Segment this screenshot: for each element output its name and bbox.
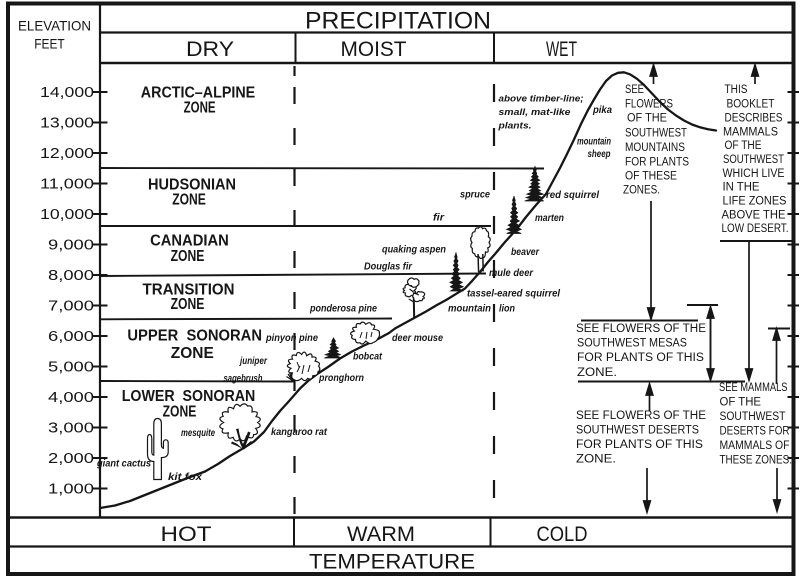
svg-text:SOUTHWEST MESAS: SOUTHWEST MESAS xyxy=(577,338,687,350)
svg-text:10,000: 10,000 xyxy=(40,207,94,223)
svg-text:DRY: DRY xyxy=(186,38,234,61)
svg-text:FOR PLANTS OF THIS: FOR PLANTS OF THIS xyxy=(577,352,704,364)
svg-text:fir: fir xyxy=(433,213,445,224)
svg-text:LIFE ZONES: LIFE ZONES xyxy=(723,196,787,208)
svg-text:MOUNTAINS: MOUNTAINS xyxy=(625,142,685,154)
svg-text:beaver: beaver xyxy=(511,247,540,258)
svg-text:OF THE: OF THE xyxy=(627,113,667,125)
svg-text:SEE: SEE xyxy=(625,84,644,96)
svg-text:UPPER SONORAN: UPPER SONORAN xyxy=(127,328,262,345)
svg-text:giant cactus: giant cactus xyxy=(96,459,151,470)
svg-text:sheep: sheep xyxy=(588,149,611,160)
svg-text:ZONE: ZONE xyxy=(171,296,205,313)
svg-text:4,000: 4,000 xyxy=(48,390,94,406)
svg-text:MAMMALS: MAMMALS xyxy=(723,127,778,139)
svg-text:WHICH LIVE: WHICH LIVE xyxy=(723,168,785,180)
svg-text:kit fox: kit fox xyxy=(168,472,203,483)
svg-text:7,000: 7,000 xyxy=(48,299,94,315)
svg-text:8,000: 8,000 xyxy=(48,268,94,284)
svg-text:ZONE: ZONE xyxy=(172,191,206,208)
svg-text:SEE FLOWERS OF THE: SEE FLOWERS OF THE xyxy=(576,410,706,422)
svg-text:TEMPERATURE: TEMPERATURE xyxy=(309,550,475,574)
svg-text:pronghorn: pronghorn xyxy=(318,373,364,384)
svg-text:MAMMALS OF: MAMMALS OF xyxy=(720,440,790,452)
svg-text:13,000: 13,000 xyxy=(40,116,94,132)
svg-text:WET: WET xyxy=(546,38,577,61)
svg-text:mule deer: mule deer xyxy=(489,268,534,279)
svg-text:5,000: 5,000 xyxy=(48,360,94,376)
svg-text:ZONE: ZONE xyxy=(184,100,216,117)
svg-text:FLOWERS: FLOWERS xyxy=(625,99,673,111)
svg-text:ZONE.: ZONE. xyxy=(576,454,616,466)
svg-text:pika: pika xyxy=(592,105,612,116)
svg-text:pinyon pine: pinyon pine xyxy=(265,333,318,344)
svg-text:SOUTHWEST: SOUTHWEST xyxy=(723,154,784,166)
svg-text:red squirrel: red squirrel xyxy=(546,190,599,201)
svg-text:WARM: WARM xyxy=(347,522,415,546)
svg-text:SOUTHWEST: SOUTHWEST xyxy=(625,128,687,140)
svg-text:11,000: 11,000 xyxy=(40,177,94,193)
svg-text:deer mouse: deer mouse xyxy=(392,333,443,344)
svg-text:6,000: 6,000 xyxy=(48,329,94,345)
svg-text:MOIST: MOIST xyxy=(341,38,407,61)
svg-text:IN THE: IN THE xyxy=(723,182,760,194)
svg-text:SOUTHWEST DESERTS: SOUTHWEST DESERTS xyxy=(576,425,699,437)
svg-text:OF THE: OF THE xyxy=(720,397,762,409)
svg-text:14,000: 14,000 xyxy=(40,85,94,101)
svg-text:COLD: COLD xyxy=(537,522,588,546)
svg-text:PRECIPITATION: PRECIPITATION xyxy=(305,8,491,35)
svg-text:DESERTS FOR: DESERTS FOR xyxy=(720,426,790,438)
svg-text:FEET: FEET xyxy=(34,36,65,52)
svg-text:HOT: HOT xyxy=(161,522,212,546)
svg-text:LOW DESERT.: LOW DESERT. xyxy=(722,223,789,235)
svg-text:sagebrush: sagebrush xyxy=(224,374,263,385)
svg-text:HUDSONIAN: HUDSONIAN xyxy=(148,176,236,193)
svg-text:ZONE: ZONE xyxy=(171,248,205,265)
svg-text:marten: marten xyxy=(535,213,564,224)
svg-text:SEE MAMMALS: SEE MAMMALS xyxy=(719,382,788,394)
svg-text:mountain: mountain xyxy=(577,137,611,148)
svg-text:mountain: mountain xyxy=(448,304,491,315)
svg-text:1,000: 1,000 xyxy=(48,482,94,498)
svg-text:CANADIAN: CANADIAN xyxy=(150,233,229,250)
svg-text:tassel-eared squirrel: tassel-eared squirrel xyxy=(467,289,560,300)
svg-text:9,000: 9,000 xyxy=(48,238,94,254)
svg-text:TRANSITION: TRANSITION xyxy=(143,281,235,298)
svg-text:small, mat-like: small, mat-like xyxy=(499,107,572,118)
svg-text:ZONE: ZONE xyxy=(171,345,214,362)
svg-text:lion: lion xyxy=(499,304,515,315)
svg-text:ELEVATION: ELEVATION xyxy=(18,18,91,34)
svg-text:ZONES.: ZONES. xyxy=(623,185,660,197)
svg-text:juniper: juniper xyxy=(238,356,268,367)
svg-text:OF THE: OF THE xyxy=(725,140,762,152)
svg-text:kangaroo rat: kangaroo rat xyxy=(271,427,328,438)
svg-text:DESCRIBES: DESCRIBES xyxy=(725,113,783,125)
svg-text:THESE ZONES.: THESE ZONES. xyxy=(720,455,793,467)
svg-text:FOR PLANTS OF THIS: FOR PLANTS OF THIS xyxy=(576,439,703,451)
svg-text:Douglas fir: Douglas fir xyxy=(364,262,413,273)
svg-text:plants.: plants. xyxy=(497,121,531,132)
svg-text:mesquite: mesquite xyxy=(181,428,215,439)
svg-text:ABOVE THE: ABOVE THE xyxy=(722,210,786,222)
svg-text:SEE FLOWERS OF THE: SEE FLOWERS OF THE xyxy=(576,323,706,335)
svg-text:2,000: 2,000 xyxy=(48,451,94,467)
svg-text:above timber-line;: above timber-line; xyxy=(499,94,584,105)
svg-text:ARCTIC–ALPINE: ARCTIC–ALPINE xyxy=(141,85,255,102)
svg-text:quaking aspen: quaking aspen xyxy=(382,245,446,256)
svg-text:12,000: 12,000 xyxy=(40,146,94,162)
svg-text:bobcat: bobcat xyxy=(353,352,383,363)
svg-text:FOR PLANTS: FOR PLANTS xyxy=(625,157,689,169)
svg-text:ponderosa pine: ponderosa pine xyxy=(309,304,377,315)
svg-text:ZONE: ZONE xyxy=(163,403,197,420)
svg-text:BOOKLET: BOOKLET xyxy=(727,99,775,111)
svg-text:spruce: spruce xyxy=(460,190,490,201)
svg-text:THIS: THIS xyxy=(725,84,748,96)
svg-text:LOWER SONORAN: LOWER SONORAN xyxy=(122,388,256,405)
svg-text:SOUTHWEST: SOUTHWEST xyxy=(720,411,786,423)
svg-text:OF THESE: OF THESE xyxy=(625,171,677,183)
svg-text:ZONE.: ZONE. xyxy=(577,367,617,379)
svg-text:3,000: 3,000 xyxy=(48,421,94,437)
